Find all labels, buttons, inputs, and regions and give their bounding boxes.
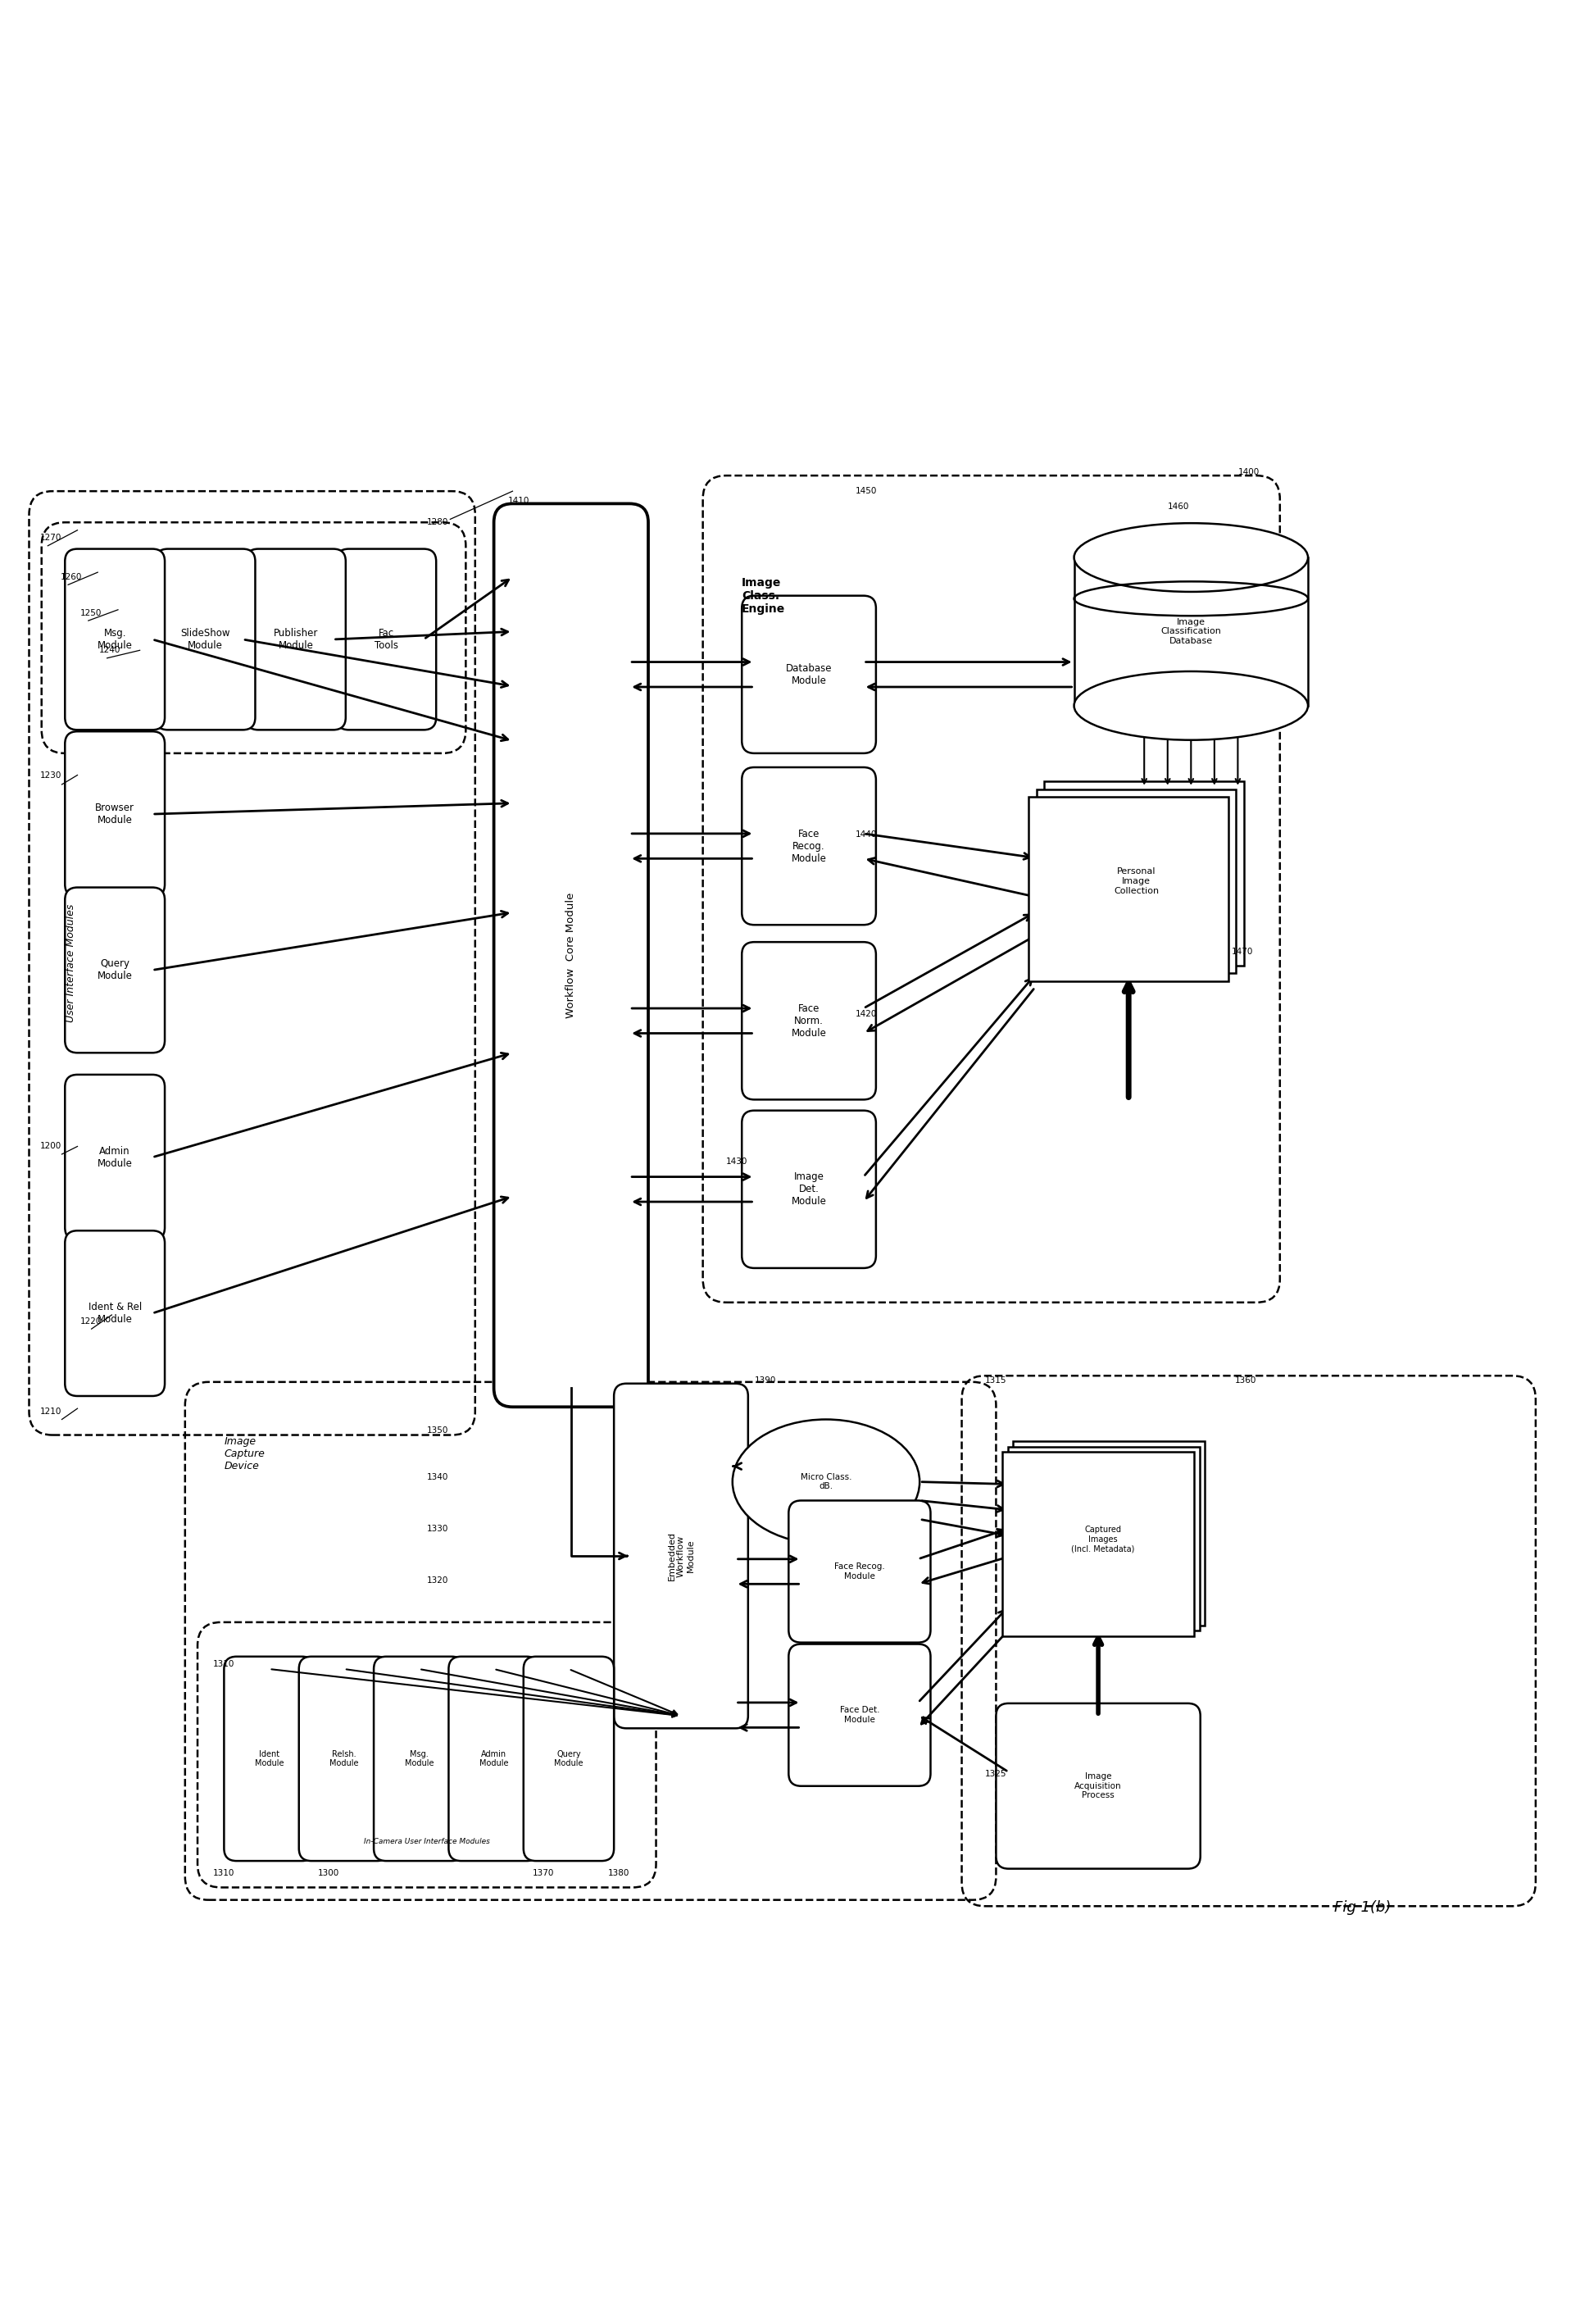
Text: Msg.
Module: Msg. Module: [404, 1750, 434, 1769]
Text: 1330: 1330: [427, 1525, 448, 1534]
Text: 1410: 1410: [507, 497, 529, 504]
Text: 1450: 1450: [856, 488, 877, 495]
Text: Image
Acquisition
Process: Image Acquisition Process: [1075, 1773, 1122, 1799]
FancyBboxPatch shape: [247, 548, 346, 730]
Text: Relsh.
Module: Relsh. Module: [330, 1750, 358, 1769]
FancyBboxPatch shape: [742, 767, 877, 925]
Text: Fig 1(b): Fig 1(b): [1334, 1901, 1390, 1915]
Text: Database
Module: Database Module: [786, 662, 833, 686]
FancyBboxPatch shape: [64, 1232, 165, 1397]
Text: 1280: 1280: [427, 518, 448, 528]
Text: 1420: 1420: [856, 1009, 877, 1018]
Text: 1470: 1470: [1232, 948, 1254, 955]
FancyBboxPatch shape: [64, 548, 165, 730]
Text: 1380: 1380: [608, 1868, 630, 1878]
FancyBboxPatch shape: [449, 1657, 539, 1862]
Text: Workflow  Core Module: Workflow Core Module: [566, 892, 577, 1018]
Text: 1270: 1270: [39, 535, 61, 541]
Text: 1220: 1220: [80, 1318, 102, 1325]
Text: 1250: 1250: [80, 609, 102, 616]
FancyBboxPatch shape: [64, 732, 165, 897]
Text: 1430: 1430: [726, 1157, 748, 1167]
FancyBboxPatch shape: [493, 504, 649, 1406]
Text: 1440: 1440: [856, 830, 877, 839]
Text: Micro Class.
dB.: Micro Class. dB.: [801, 1473, 851, 1490]
Text: 1320: 1320: [427, 1576, 448, 1585]
Text: 1310: 1310: [214, 1659, 234, 1669]
Text: Msg.
Module: Msg. Module: [97, 627, 132, 651]
Text: Personal
Image
Collection: Personal Image Collection: [1114, 867, 1159, 895]
FancyBboxPatch shape: [225, 1657, 314, 1862]
Text: Fac
Tools: Fac Tools: [374, 627, 397, 651]
Ellipse shape: [1075, 672, 1309, 739]
FancyBboxPatch shape: [742, 1111, 877, 1269]
Text: Face Det.
Module: Face Det. Module: [840, 1706, 880, 1724]
FancyBboxPatch shape: [789, 1501, 930, 1643]
FancyBboxPatch shape: [996, 1703, 1200, 1868]
Text: 1325: 1325: [985, 1769, 1007, 1778]
FancyBboxPatch shape: [156, 548, 255, 730]
FancyBboxPatch shape: [374, 1657, 463, 1862]
Text: Face
Norm.
Module: Face Norm. Module: [792, 1004, 826, 1039]
Text: 1260: 1260: [60, 574, 82, 581]
Text: Image
Det.
Module: Image Det. Module: [792, 1171, 826, 1206]
Text: 1200: 1200: [39, 1143, 61, 1150]
Text: User Interface Modules: User Interface Modules: [66, 904, 77, 1023]
Text: 1240: 1240: [99, 646, 121, 655]
Text: 1350: 1350: [427, 1427, 448, 1434]
FancyBboxPatch shape: [742, 941, 877, 1099]
Text: Ident
Module: Ident Module: [255, 1750, 284, 1769]
Bar: [1075, 558, 1309, 706]
FancyBboxPatch shape: [614, 1383, 748, 1729]
Text: 1390: 1390: [754, 1376, 776, 1385]
FancyBboxPatch shape: [523, 1657, 614, 1862]
Text: 1300: 1300: [317, 1868, 339, 1878]
Text: In-Camera User Interface Modules: In-Camera User Interface Modules: [364, 1838, 490, 1845]
FancyBboxPatch shape: [789, 1643, 930, 1787]
Text: 1230: 1230: [39, 772, 61, 779]
FancyBboxPatch shape: [298, 1657, 390, 1862]
FancyBboxPatch shape: [1013, 1441, 1205, 1624]
Text: SlideShow
Module: SlideShow Module: [181, 627, 229, 651]
Text: Query
Module: Query Module: [555, 1750, 583, 1769]
Text: 1400: 1400: [1238, 469, 1260, 476]
Text: Image
Capture
Device: Image Capture Device: [225, 1436, 265, 1471]
FancyBboxPatch shape: [1029, 797, 1229, 981]
Text: Face Recog.
Module: Face Recog. Module: [834, 1562, 884, 1580]
FancyBboxPatch shape: [1002, 1452, 1194, 1636]
Text: Face
Recog.
Module: Face Recog. Module: [792, 827, 826, 865]
Text: Query
Module: Query Module: [97, 957, 132, 981]
Text: 1460: 1460: [1167, 502, 1189, 511]
FancyBboxPatch shape: [64, 888, 165, 1053]
Text: Publisher
Module: Publisher Module: [273, 627, 317, 651]
Text: Captured
Images
(Incl. Metadata): Captured Images (Incl. Metadata): [1071, 1527, 1134, 1552]
Text: Browser
Module: Browser Module: [96, 802, 135, 825]
Text: 1210: 1210: [39, 1408, 61, 1415]
Text: Image
Classification
Database: Image Classification Database: [1161, 618, 1221, 646]
FancyBboxPatch shape: [1045, 781, 1244, 964]
Text: Image
Class.
Engine: Image Class. Engine: [742, 576, 786, 616]
Text: Ident & Rel
Module: Ident & Rel Module: [88, 1301, 141, 1325]
FancyBboxPatch shape: [336, 548, 437, 730]
FancyBboxPatch shape: [64, 1074, 165, 1241]
Text: 1360: 1360: [1235, 1376, 1257, 1385]
Text: 1370: 1370: [533, 1868, 555, 1878]
Text: 1315: 1315: [985, 1376, 1007, 1385]
Text: Admin
Module: Admin Module: [97, 1146, 132, 1169]
FancyBboxPatch shape: [742, 595, 877, 753]
Text: 1310: 1310: [214, 1868, 234, 1878]
Text: 1340: 1340: [427, 1473, 448, 1480]
Text: Admin
Module: Admin Module: [479, 1750, 509, 1769]
FancyBboxPatch shape: [1007, 1448, 1200, 1631]
Text: Embedded
Workflow
Module: Embedded Workflow Module: [668, 1532, 694, 1580]
FancyBboxPatch shape: [1037, 790, 1236, 974]
Ellipse shape: [732, 1420, 919, 1543]
Ellipse shape: [1075, 523, 1309, 593]
